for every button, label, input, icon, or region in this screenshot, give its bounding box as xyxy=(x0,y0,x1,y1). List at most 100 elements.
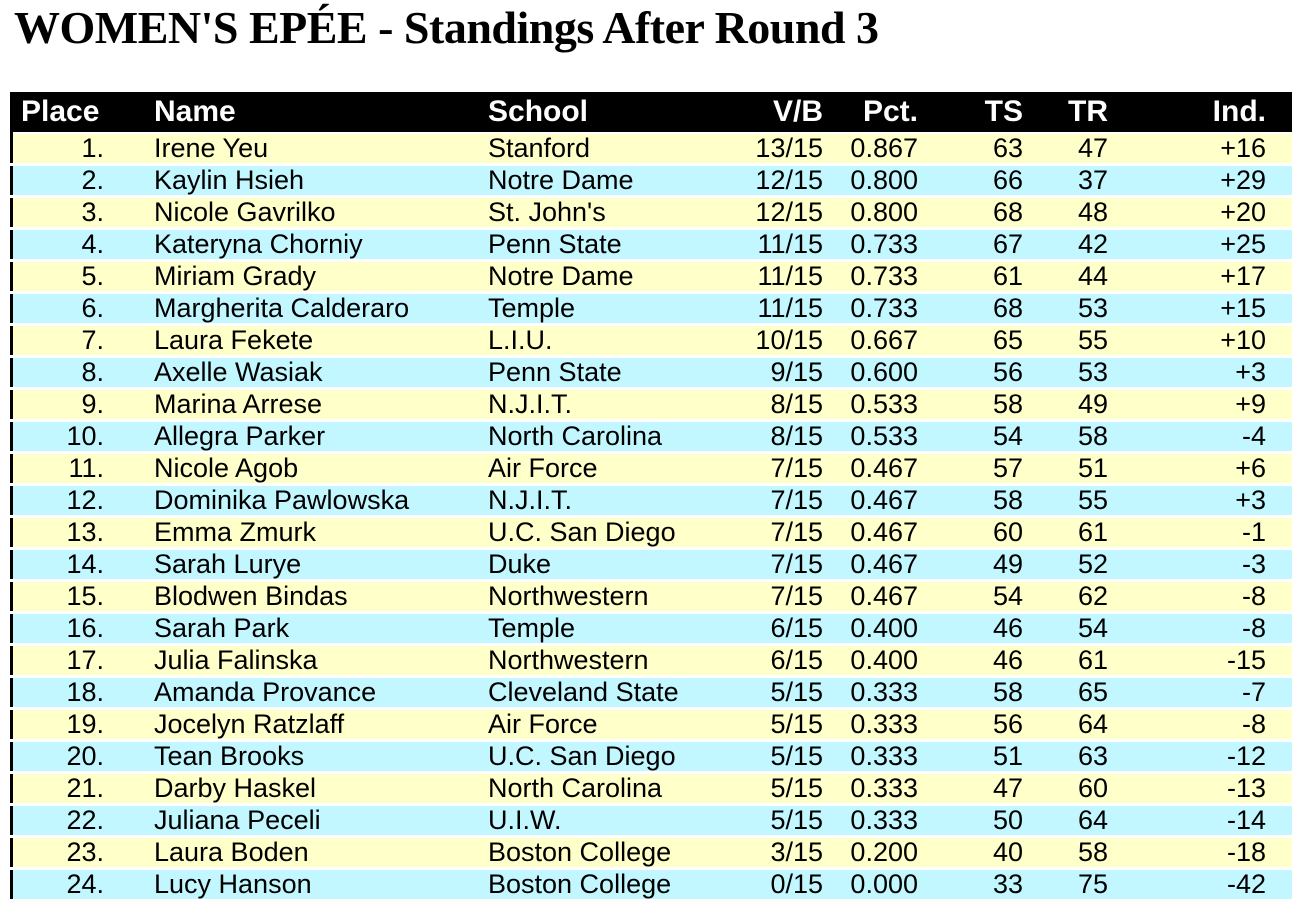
cell-ind: +15 xyxy=(1220,293,1266,324)
table-row: 22. Juliana Peceli U.I.W. 5/15 0.333 50 64 -14 xyxy=(11,804,1292,837)
table-row: 9. Marina Arrese N.J.I.T. 8/15 0.533 58 49 +9 xyxy=(11,388,1292,421)
cell-ind: -1 xyxy=(1241,517,1266,548)
column-header-pct: Pct. xyxy=(823,92,918,134)
cell-pct: 0.400 xyxy=(850,613,918,644)
cell-name: Kaylin Hsieh xyxy=(154,165,305,196)
cell-name: Nicole Agob xyxy=(154,453,299,484)
cell-vb: 0/15 xyxy=(770,869,823,900)
cell-place: 16. xyxy=(66,613,104,644)
column-header-place: Place xyxy=(11,92,144,134)
cell-tr: 44 xyxy=(1077,261,1108,292)
cell-ind: +9 xyxy=(1235,389,1266,420)
cell-tr: 55 xyxy=(1077,485,1108,516)
cell-vb: 5/15 xyxy=(770,741,823,772)
cell-name: Nicole Gavrilko xyxy=(154,197,336,228)
cell-place: 23. xyxy=(66,837,104,868)
cell-place: 14. xyxy=(66,549,104,580)
cell-pct: 0.733 xyxy=(850,261,918,292)
table-header: Place Name School V/B Pct. TS TR Ind. xyxy=(11,92,1292,134)
cell-tr: 64 xyxy=(1077,805,1108,836)
cell-vb: 11/15 xyxy=(757,229,823,260)
cell-ind: -18 xyxy=(1226,837,1266,868)
cell-vb: 5/15 xyxy=(770,773,823,804)
cell-vb: 12/15 xyxy=(755,197,823,228)
cell-ts: 61 xyxy=(992,261,1023,292)
column-header-ind: Ind. xyxy=(1108,92,1292,134)
cell-tr: 49 xyxy=(1077,389,1108,420)
cell-vb: 6/15 xyxy=(770,613,823,644)
table-row: 19. Jocelyn Ratzlaff Air Force 5/15 0.333 56 6… xyxy=(11,708,1292,741)
cell-tr: 58 xyxy=(1077,421,1108,452)
cell-school: Temple xyxy=(488,613,576,644)
cell-ts: 40 xyxy=(992,837,1023,868)
cell-vb: 11/15 xyxy=(757,293,823,324)
cell-name: Darby Haskel xyxy=(154,773,317,804)
cell-place: 5. xyxy=(81,261,104,292)
table-row: 4. Kateryna Chorniy Penn State 11/15 0.733 67… xyxy=(11,228,1292,261)
table-row: 14. Sarah Lurye Duke 7/15 0.467 49 52 -3 xyxy=(11,548,1292,581)
cell-ind: -8 xyxy=(1241,709,1266,740)
cell-ind: +17 xyxy=(1220,261,1266,292)
cell-tr: 52 xyxy=(1077,549,1108,580)
cell-pct: 0.467 xyxy=(850,453,918,484)
cell-name: Julia Falinska xyxy=(154,645,318,676)
cell-pct: 0.600 xyxy=(850,357,918,388)
column-header-ts: TS xyxy=(918,92,1023,134)
cell-ind: -14 xyxy=(1226,805,1266,836)
cell-ind: -15 xyxy=(1226,645,1266,676)
cell-ind: -8 xyxy=(1241,613,1266,644)
cell-ts: 68 xyxy=(992,293,1023,324)
cell-name: Laura Boden xyxy=(154,837,309,868)
cell-school: Penn State xyxy=(488,229,622,260)
cell-ind: -4 xyxy=(1241,421,1266,452)
cell-ts: 58 xyxy=(992,389,1023,420)
column-header-tr: TR xyxy=(1023,92,1108,134)
cell-pct: 0.467 xyxy=(850,581,918,612)
column-header-school: School xyxy=(488,92,738,134)
cell-school: North Carolina xyxy=(488,421,663,452)
cell-vb: 8/15 xyxy=(770,421,823,452)
cell-name: Tean Brooks xyxy=(154,741,305,772)
table-row: 7. Laura Fekete L.I.U. 10/15 0.667 65 55 +10 xyxy=(11,324,1292,357)
cell-school: N.J.I.T. xyxy=(488,485,573,516)
column-header-name: Name xyxy=(144,92,488,134)
cell-name: Emma Zmurk xyxy=(154,517,316,548)
cell-ts: 33 xyxy=(992,869,1023,900)
cell-pct: 0.733 xyxy=(850,229,918,260)
cell-ts: 50 xyxy=(992,805,1023,836)
cell-tr: 55 xyxy=(1077,325,1108,356)
table-row: 12. Dominika Pawlowska N.J.I.T. 7/15 0.467 58… xyxy=(11,484,1292,517)
cell-pct: 0.800 xyxy=(850,165,918,196)
table-row: 21. Darby Haskel North Carolina 5/15 0.333 47… xyxy=(11,772,1292,805)
cell-tr: 53 xyxy=(1077,293,1108,324)
cell-place: 13. xyxy=(66,517,104,548)
cell-name: Allegra Parker xyxy=(154,421,326,452)
cell-tr: 61 xyxy=(1077,645,1108,676)
cell-pct: 0.533 xyxy=(850,389,918,420)
cell-pct: 0.400 xyxy=(850,645,918,676)
cell-ts: 46 xyxy=(992,613,1023,644)
cell-vb: 8/15 xyxy=(770,389,823,420)
cell-place: 20. xyxy=(66,741,104,772)
cell-vb: 5/15 xyxy=(770,677,823,708)
cell-vb: 7/15 xyxy=(770,453,823,484)
cell-school: U.C. San Diego xyxy=(488,741,676,772)
standings-table: Place Name School V/B Pct. TS TR Ind. 1. Irene Y… xyxy=(10,92,1292,903)
cell-tr: 75 xyxy=(1077,869,1108,900)
table-row: 1. Irene Yeu Stanford 13/15 0.867 63 47 +16 xyxy=(11,133,1292,165)
cell-tr: 51 xyxy=(1077,453,1108,484)
cell-pct: 0.333 xyxy=(850,805,918,836)
cell-tr: 62 xyxy=(1077,581,1108,612)
standings-body: 1. Irene Yeu Stanford 13/15 0.867 63 47 +16 2. Ka… xyxy=(11,133,1292,901)
cell-ts: 58 xyxy=(992,677,1023,708)
cell-ts: 57 xyxy=(992,453,1023,484)
cell-school: Northwestern xyxy=(488,645,649,676)
cell-pct: 0.467 xyxy=(850,485,918,516)
cell-ts: 47 xyxy=(992,773,1023,804)
cell-pct: 0.333 xyxy=(850,677,918,708)
cell-ts: 46 xyxy=(992,645,1023,676)
cell-place: 19. xyxy=(66,709,104,740)
cell-tr: 48 xyxy=(1077,197,1108,228)
cell-pct: 0.333 xyxy=(850,773,918,804)
cell-school: Air Force xyxy=(488,709,598,740)
